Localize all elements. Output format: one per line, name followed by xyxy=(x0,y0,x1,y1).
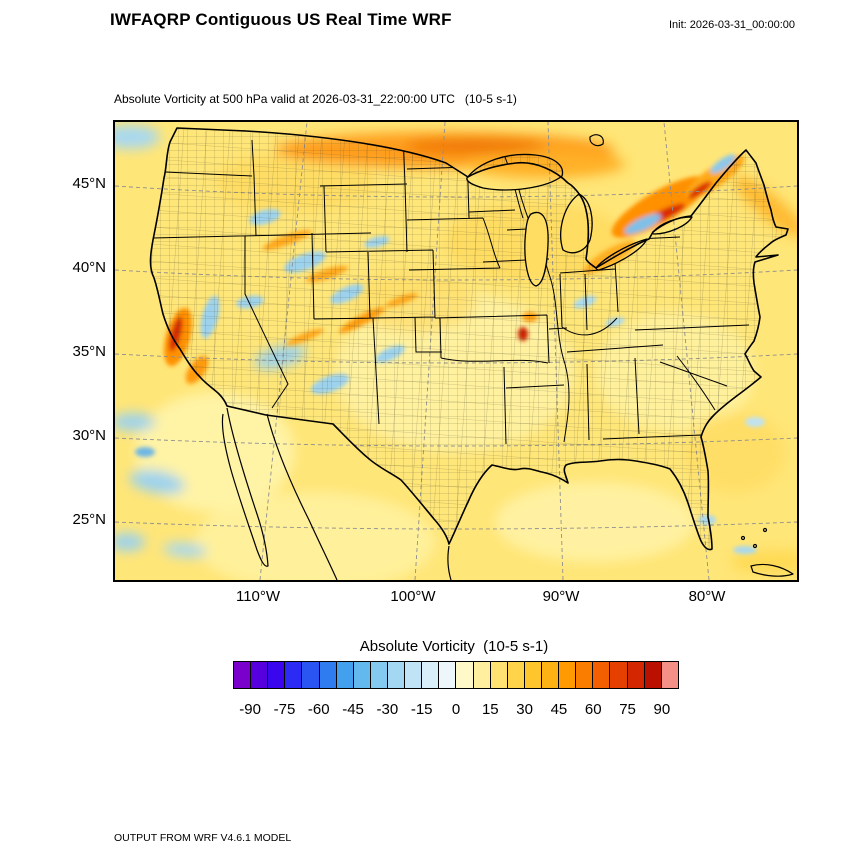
colorbar-tick-label: 15 xyxy=(481,701,499,718)
great-lakes xyxy=(466,153,693,287)
longitude-axis-label: 80°W xyxy=(688,588,726,605)
colorbar-cell xyxy=(456,662,474,688)
colorbar-cell xyxy=(644,662,662,688)
colorbar-cell xyxy=(507,662,525,688)
longitude-axis-label: 110°W xyxy=(235,588,281,605)
colorbar-tick-label: 45 xyxy=(550,701,568,718)
colorbar-cell xyxy=(285,662,303,688)
latitude-axis-label: 40°N xyxy=(72,259,106,276)
latitude-axis-label: 35°N xyxy=(72,343,106,360)
colorbar-cell xyxy=(661,662,678,688)
latitude-axis-label: 25°N xyxy=(72,511,106,528)
colorbar-cell xyxy=(610,662,628,688)
colorbar-title: Absolute Vorticity (10-5 s-1) xyxy=(359,638,549,655)
colorbar-tick-label: 30 xyxy=(516,701,533,718)
colorbar-tick-label: -15 xyxy=(410,701,433,718)
colorbar-tick-label: -60 xyxy=(307,701,330,718)
colorbar-cell xyxy=(336,662,354,688)
colorbar-cell xyxy=(439,662,457,688)
colorbar-cell xyxy=(541,662,560,688)
map-svg xyxy=(115,122,797,580)
colorbar-cell xyxy=(234,662,252,688)
colorbar-tick-label: 90 xyxy=(653,701,671,718)
colorbar-cell xyxy=(559,662,577,688)
colorbar-cell xyxy=(524,662,542,688)
model-footer: OUTPUT FROM WRF V4.6.1 MODEL WE = 580 ; … xyxy=(114,803,527,850)
colorbar-cell xyxy=(627,662,645,688)
colorbar-cell xyxy=(422,662,440,688)
latitude-axis-label: 30°N xyxy=(72,427,106,444)
colorbar-cell xyxy=(353,662,371,688)
colorbar-cell xyxy=(251,662,269,688)
map-subtitle: Absolute Vorticity at 500 hPa valid at 2… xyxy=(114,92,517,106)
vorticity-map xyxy=(113,120,799,582)
colorbar-tick-label: 75 xyxy=(619,701,636,718)
init-timestamp: Init: 2026-03-31_00:00:00 xyxy=(669,19,795,31)
colorbar-cell xyxy=(370,662,388,688)
colorbar-tick-label: 0 xyxy=(451,701,461,718)
colorbar-tick-label: 60 xyxy=(584,701,602,718)
footer-line1: OUTPUT FROM WRF V4.6.1 MODEL xyxy=(114,832,292,844)
colorbar-tick-label: -30 xyxy=(376,701,399,718)
colorbar-cell xyxy=(302,662,320,688)
latitude-axis-label: 45°N xyxy=(72,175,106,192)
colorbar-cell xyxy=(387,662,406,688)
colorbar xyxy=(233,661,679,689)
colorbar-ticks: -90 -75 -60 -45 -30 -15 0 15 30 45 60 75 90 xyxy=(233,701,679,721)
colorbar-cell xyxy=(319,662,337,688)
colorbar-cell xyxy=(490,662,508,688)
colorbar-cell xyxy=(576,662,594,688)
colorbar-cell xyxy=(473,662,491,688)
colorbar-cell xyxy=(405,662,423,688)
plot-title: IWFAQRP Contiguous US Real Time WRF xyxy=(110,10,452,29)
colorbar-cell xyxy=(268,662,286,688)
longitude-axis-label: 90°W xyxy=(542,588,580,605)
colorbar-cell xyxy=(593,662,611,688)
mexico-coastlines xyxy=(221,134,794,580)
colorbar-tick-label: -75 xyxy=(273,701,296,718)
longitude-axis-label: 100°W xyxy=(390,588,436,605)
colorbar-tick-label: -45 xyxy=(342,701,364,718)
colorbar-tick-label: -90 xyxy=(239,701,261,718)
